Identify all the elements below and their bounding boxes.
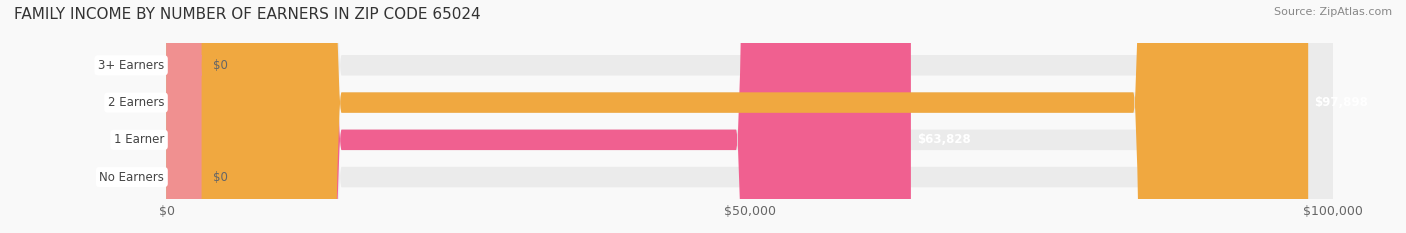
Text: 1 Earner: 1 Earner bbox=[114, 133, 165, 146]
FancyBboxPatch shape bbox=[166, 0, 201, 233]
Text: 3+ Earners: 3+ Earners bbox=[98, 59, 165, 72]
FancyBboxPatch shape bbox=[166, 0, 1333, 233]
Text: Source: ZipAtlas.com: Source: ZipAtlas.com bbox=[1274, 7, 1392, 17]
Text: $0: $0 bbox=[214, 171, 228, 184]
FancyBboxPatch shape bbox=[166, 0, 1333, 233]
Text: $97,898: $97,898 bbox=[1315, 96, 1368, 109]
Text: FAMILY INCOME BY NUMBER OF EARNERS IN ZIP CODE 65024: FAMILY INCOME BY NUMBER OF EARNERS IN ZI… bbox=[14, 7, 481, 22]
Text: 2 Earners: 2 Earners bbox=[108, 96, 165, 109]
FancyBboxPatch shape bbox=[166, 0, 1333, 233]
FancyBboxPatch shape bbox=[166, 0, 1308, 233]
Text: $0: $0 bbox=[214, 59, 228, 72]
FancyBboxPatch shape bbox=[166, 0, 911, 233]
FancyBboxPatch shape bbox=[166, 0, 201, 233]
FancyBboxPatch shape bbox=[166, 0, 1333, 233]
Text: $63,828: $63,828 bbox=[917, 133, 970, 146]
Text: No Earners: No Earners bbox=[100, 171, 165, 184]
